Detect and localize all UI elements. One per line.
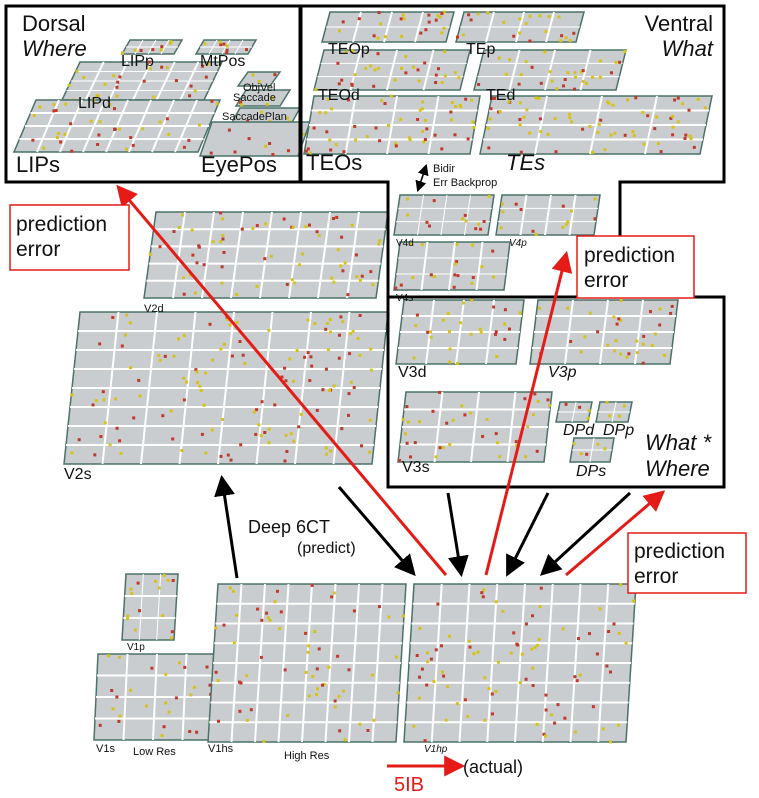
layer-label-teod: TEOd — [318, 87, 360, 104]
prediction-error-box-right: prediction error — [627, 532, 747, 594]
layer-label-v3d: V3d — [398, 364, 426, 381]
low-res-label: Low Res — [133, 746, 176, 758]
layer-label-v1hp: V1hp — [424, 744, 448, 755]
layer-panel-v3p — [529, 299, 679, 365]
prediction-error-box-left: prediction error — [9, 204, 130, 271]
layer-panel-v4s — [393, 241, 511, 291]
prediction-error-left-line2: error — [16, 238, 60, 261]
layer-label-v3s: V3s — [402, 459, 430, 476]
layer-panel-tep — [455, 11, 585, 43]
layer-label-dpd: DPd — [563, 422, 595, 439]
bidir-label-line2: Err Backprop — [433, 177, 497, 189]
what-where-title: What * — [645, 430, 712, 455]
layer-panel-teod — [313, 49, 471, 92]
prediction-arrow-ventral — [484, 250, 573, 576]
layer-panel-dps — [569, 437, 615, 463]
arrow-deep-3 — [506, 492, 550, 577]
layer-label-lipp: LIPp — [121, 53, 154, 70]
arrow-deep-1 — [337, 486, 416, 577]
layer-label-dps: DPs — [576, 463, 606, 480]
prediction-error-right-line2: error — [634, 565, 678, 588]
layer-panel-v1s — [93, 653, 217, 741]
deep-label-line2: (predict) — [297, 540, 356, 557]
layer-label-teos: TEOs — [306, 150, 362, 175]
layer-label-tes: TEs — [506, 150, 545, 175]
layer-label-v1hs: V1hs — [208, 743, 234, 755]
deep-label-line1: Deep 6CT — [248, 517, 330, 537]
layer-panel-lipd — [60, 60, 224, 102]
what-where-subtitle: Where — [645, 456, 710, 481]
layer-label-mtpos: MtPos — [200, 53, 245, 70]
layer-label-v2s: V2s — [64, 466, 92, 483]
layer-panel-tes — [479, 95, 713, 155]
prediction-error-left-line1: prediction — [16, 213, 107, 236]
layer-label-objvel: ObjVel — [243, 82, 275, 94]
prediction-error-box-middle: prediction error — [576, 235, 695, 299]
dorsal-title: Dorsal — [22, 11, 86, 36]
layer-label-tep: TEp — [466, 41, 495, 58]
prediction-error-right-line1: prediction — [634, 540, 725, 563]
layer-panel-v1p — [121, 573, 179, 641]
dorsal-subtitle: Where — [22, 36, 87, 61]
layer-label-v2d: V2d — [144, 303, 164, 315]
layer-panel-v4d — [393, 194, 495, 236]
layer-panel-dpp — [595, 400, 633, 423]
layer-label-teop: TEOp — [328, 41, 370, 58]
ventral-subtitle: What — [662, 36, 714, 61]
layer-label-ted: TEd — [486, 87, 515, 104]
layer-label-v4p: V4p — [509, 238, 527, 249]
layer-panel-teos — [303, 94, 481, 155]
layer-panel-lips — [12, 98, 222, 153]
layer-label-v3p: V3p — [548, 364, 577, 381]
prediction-arrow-dorsal — [116, 184, 448, 576]
layer-label-dpp: DPp — [603, 422, 634, 439]
layer-panel-v1hp — [403, 583, 637, 744]
fiveib-label: 5IB — [394, 774, 424, 796]
arrow-deep-4 — [539, 491, 632, 576]
layer-panel-objvel — [236, 71, 282, 87]
layer-panel-ted — [473, 49, 627, 91]
layer-panel-v3d — [395, 298, 525, 365]
layer-panel-saccade — [234, 89, 292, 107]
layer-panel-eyepos — [198, 121, 312, 157]
layer-label-v4s: V4s — [396, 293, 413, 304]
layer-label-eyepos: EyePos — [201, 152, 277, 177]
prediction-arrow-whatwhere — [565, 490, 666, 577]
high-res-label: High Res — [284, 750, 330, 762]
layer-panel-dpd — [555, 401, 593, 423]
layer-label-lipd: LIPd — [78, 95, 111, 112]
layer-label-lips: LIPs — [16, 152, 60, 177]
arrow-v1-to-v2s — [214, 474, 239, 579]
layer-panel-v1hs — [207, 583, 407, 743]
ventral-title: Ventral — [645, 11, 714, 36]
actual-label: (actual) — [463, 757, 523, 777]
bidir-arrow — [415, 163, 429, 193]
layer-label-saccadeplan: SaccadePlan — [222, 111, 287, 123]
bidir-label-line1: Bidir — [433, 163, 455, 175]
layer-panel-v2d — [143, 211, 389, 299]
layer-panel-v4p — [495, 194, 601, 236]
layer-panel-lipp — [120, 39, 184, 55]
layer-label-v4d: V4d — [396, 238, 414, 249]
layer-label-v1s: V1s — [96, 743, 115, 755]
layer-panel-teop — [321, 10, 455, 43]
arrow-deep-2 — [446, 492, 469, 578]
layer-label-v1p: V1p — [127, 642, 145, 653]
layer-panel-v3s — [397, 390, 553, 463]
layer-panel-v2s — [63, 311, 389, 465]
layer-label-saccade: Saccade — [233, 92, 276, 104]
prediction-error-middle-line2: error — [584, 269, 628, 292]
layer-panel-mtpos — [194, 39, 258, 55]
prediction-error-middle-line1: prediction — [584, 244, 675, 267]
